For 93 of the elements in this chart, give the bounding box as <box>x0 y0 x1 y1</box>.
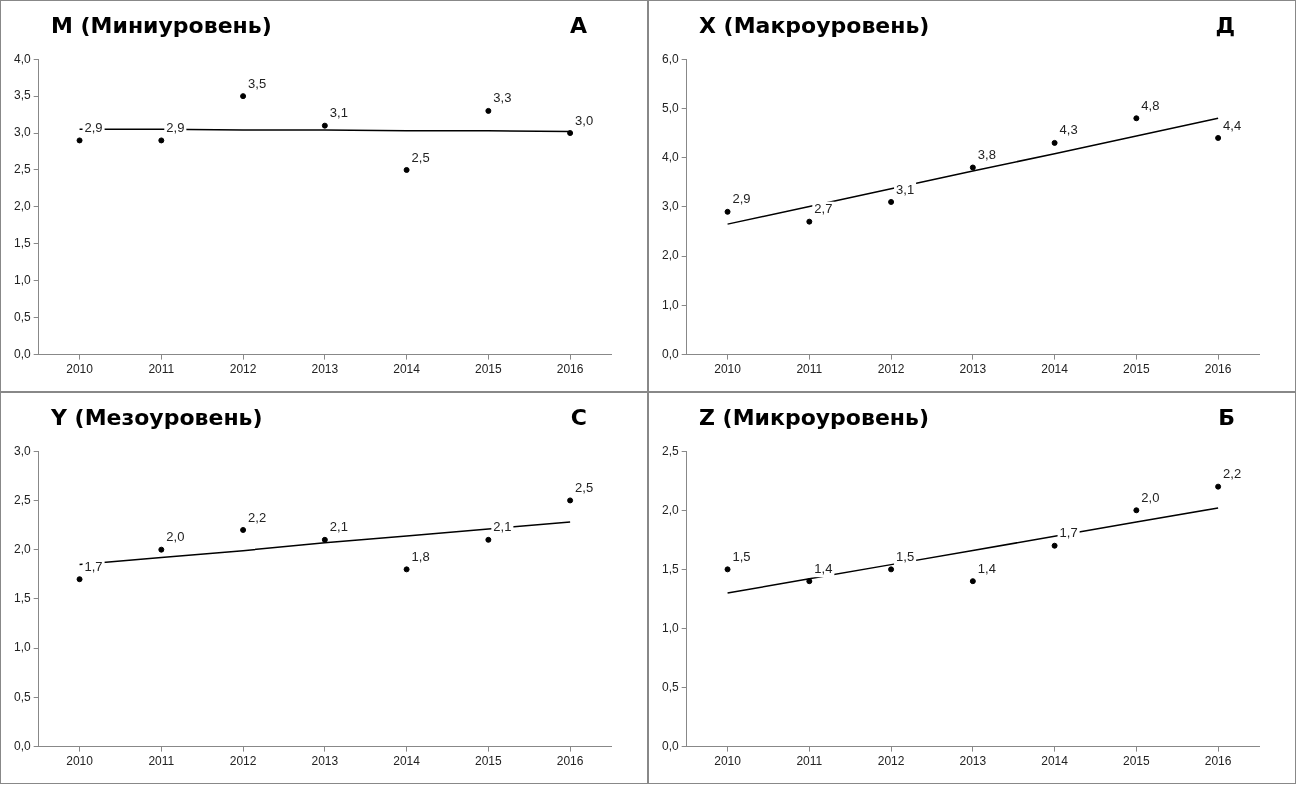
data-label: 1,8 <box>411 548 430 564</box>
data-label: 2,9 <box>732 191 751 207</box>
x-tick-label: 2015 <box>1123 754 1151 769</box>
data-label: 2,2 <box>1223 466 1242 482</box>
data-label: 2,5 <box>411 149 430 165</box>
y-tick-label: 0,0 <box>13 738 31 753</box>
x-tick-label: 2011 <box>796 362 823 377</box>
y-tick-label: 2,0 <box>13 199 31 214</box>
x-tick-label: 2016 <box>556 362 584 377</box>
data-label: 2,9 <box>166 120 185 136</box>
data-label: 4,8 <box>1141 97 1160 113</box>
x-tick-label: 2012 <box>229 754 257 769</box>
data-label: 2,0 <box>1141 489 1160 505</box>
data-label: 2,7 <box>814 201 833 217</box>
x-tick-label: 2013 <box>959 754 987 769</box>
x-tick-label: 2012 <box>877 754 905 769</box>
data-label: 2,9 <box>84 120 103 136</box>
data-label: 1,7 <box>84 558 103 574</box>
data-label: 2,5 <box>575 480 594 496</box>
x-tick-label: 2016 <box>1204 754 1232 769</box>
x-tick-label: 2014 <box>1041 362 1069 377</box>
y-tick-label: 1,0 <box>661 297 679 312</box>
y-tick-label: 0,0 <box>661 346 679 361</box>
data-label: 1,5 <box>732 548 751 564</box>
data-label: 1,4 <box>814 560 833 576</box>
y-tick-label: 3,0 <box>661 199 679 214</box>
data-label: 2,1 <box>329 519 348 535</box>
data-label: 2,2 <box>248 509 267 525</box>
chart-title: X (Макроуровень) <box>699 13 930 38</box>
data-label: 2,0 <box>166 529 185 545</box>
y-tick-label: 0,0 <box>661 738 679 753</box>
y-tick-label: 2,0 <box>13 541 31 556</box>
data-label: 4,4 <box>1223 117 1242 133</box>
y-tick-label: 2,5 <box>13 492 31 507</box>
text: Д <box>1215 13 1235 38</box>
data-label: 3,0 <box>575 112 594 128</box>
x-tick-label: 2010 <box>66 754 94 769</box>
x-tick-label: 2016 <box>1204 362 1232 377</box>
y-tick-label: 1,0 <box>13 273 31 288</box>
y-tick-label: 1,5 <box>13 591 31 606</box>
y-tick-label: 1,5 <box>661 561 679 576</box>
x-tick-label: 2012 <box>229 362 257 377</box>
x-tick-label: 2012 <box>877 362 905 377</box>
chart-title: Z (Микроуровень) <box>699 405 929 430</box>
x-tick-label: 2010 <box>714 362 742 377</box>
x-tick-label: 2013 <box>311 362 339 377</box>
y-tick-label: 3,0 <box>13 443 31 458</box>
x-tick-label: 2015 <box>1123 362 1151 377</box>
y-tick-label: 0,0 <box>13 346 31 361</box>
text: А <box>569 13 587 38</box>
y-tick-label: 6,0 <box>661 51 679 66</box>
x-tick-label: 2015 <box>475 362 503 377</box>
x-tick-label: 2013 <box>311 754 339 769</box>
text: Б <box>1218 405 1235 430</box>
y-tick-label: 5,0 <box>661 100 679 115</box>
data-label: 3,8 <box>977 147 996 163</box>
x-tick-label: 2010 <box>714 754 742 769</box>
data-label: 1,4 <box>977 560 996 576</box>
y-tick-label: 3,0 <box>13 125 31 140</box>
data-label: 1,5 <box>896 548 915 564</box>
x-tick-label: 2011 <box>148 754 175 769</box>
data-label: 3,5 <box>248 75 267 91</box>
x-tick-label: 2015 <box>475 754 503 769</box>
x-tick-label: 2014 <box>393 362 421 377</box>
text: С <box>570 405 587 430</box>
x-tick-label: 2014 <box>393 754 421 769</box>
x-tick-label: 2014 <box>1041 754 1069 769</box>
x-tick-label: 2016 <box>556 754 584 769</box>
x-tick-label: 2010 <box>66 362 94 377</box>
data-label: 3,3 <box>493 90 512 106</box>
y-tick-label: 0,5 <box>661 679 679 694</box>
y-tick-label: 0,5 <box>13 689 31 704</box>
y-tick-label: 0,5 <box>13 309 31 324</box>
chart-title: M (Миниуровень) <box>51 13 272 38</box>
data-label: 3,1 <box>329 105 348 121</box>
y-tick-label: 2,0 <box>661 248 679 263</box>
y-tick-label: 1,0 <box>13 640 31 655</box>
y-tick-label: 1,0 <box>661 620 679 635</box>
y-tick-label: 4,0 <box>13 51 31 66</box>
x-tick-label: 2011 <box>796 754 823 769</box>
data-label: 4,3 <box>1059 122 1078 138</box>
chart-title: Y (Мезоуровень) <box>51 405 263 430</box>
data-label: 1,7 <box>1059 525 1078 541</box>
data-label: 2,1 <box>493 519 512 535</box>
y-tick-label: 2,0 <box>661 502 679 517</box>
x-tick-label: 2011 <box>148 362 175 377</box>
x-tick-label: 2013 <box>959 362 987 377</box>
y-tick-label: 4,0 <box>661 149 679 164</box>
data-label: 3,1 <box>896 181 915 197</box>
y-tick-label: 3,5 <box>13 88 31 103</box>
y-tick-label: 1,5 <box>13 236 31 251</box>
y-tick-label: 2,5 <box>661 443 679 458</box>
y-tick-label: 2,5 <box>13 162 31 177</box>
